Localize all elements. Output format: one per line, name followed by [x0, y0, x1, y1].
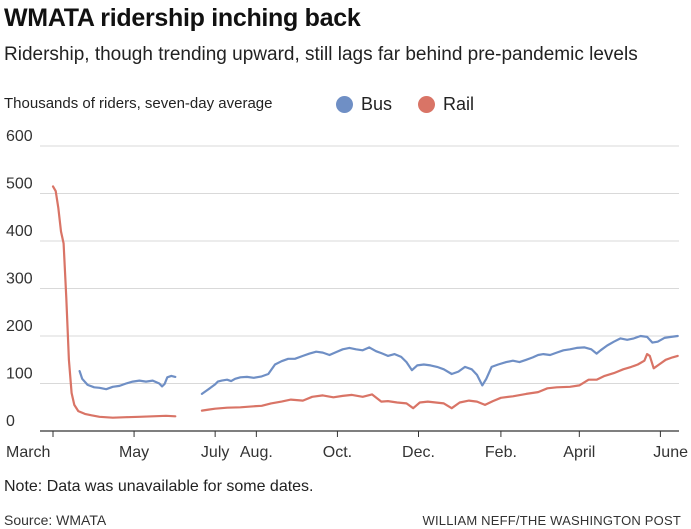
y-tick-300: 300 [6, 271, 33, 288]
x-tick-July: July [201, 444, 229, 461]
y-tick-100: 100 [6, 366, 33, 383]
x-tick-June: June [653, 444, 688, 461]
y-tick-600: 600 [6, 128, 33, 145]
x-tick-Aug.: Aug. [240, 444, 273, 461]
x-tick-May: May [119, 444, 149, 461]
series-lines [51, 185, 679, 419]
gridlines [40, 145, 679, 432]
x-tick-April: April [563, 444, 595, 461]
x-tick-Oct.: Oct. [323, 444, 352, 461]
chart-subtitle: Ridership, though trending upward, still… [4, 44, 638, 65]
chart-note: Note: Data was unavailable for some date… [4, 478, 314, 495]
y-tick-200: 200 [6, 318, 33, 335]
legend: Bus Rail [336, 94, 500, 115]
legend-item-bus: Bus [336, 94, 392, 115]
legend-label-rail: Rail [443, 94, 475, 114]
legend-swatch-rail [418, 96, 436, 113]
chart-source: Source: WMATA [4, 512, 107, 528]
y-axis-label: Thousands of riders, seven-day average [4, 95, 273, 112]
series-line-rail-segment-1 [51, 185, 177, 419]
chart-title: WMATA ridership inching back [4, 4, 361, 32]
y-tick-400: 400 [6, 223, 33, 240]
y-tick-labels: 0 100 200 300 400 500 600 [6, 128, 33, 430]
x-tick-March: March [6, 444, 50, 461]
series-line-rail-segment-2 [200, 353, 679, 412]
y-tick-0: 0 [6, 413, 15, 430]
y-tick-500: 500 [6, 176, 33, 193]
chart-credit: WILLIAM NEFF/THE WASHINGTON POST [422, 513, 681, 528]
x-tick-labels: March May July Aug. Oct. Dec. Feb. April June [6, 431, 688, 461]
x-tick-Feb.: Feb. [485, 444, 517, 461]
x-tick-Dec.: Dec. [402, 444, 435, 461]
legend-label-bus: Bus [361, 94, 393, 114]
legend-item-rail: Rail [418, 94, 474, 115]
legend-swatch-bus [336, 96, 353, 113]
series-line-bus-segment-1 [78, 370, 177, 391]
series-line-bus-segment-2 [200, 334, 679, 395]
